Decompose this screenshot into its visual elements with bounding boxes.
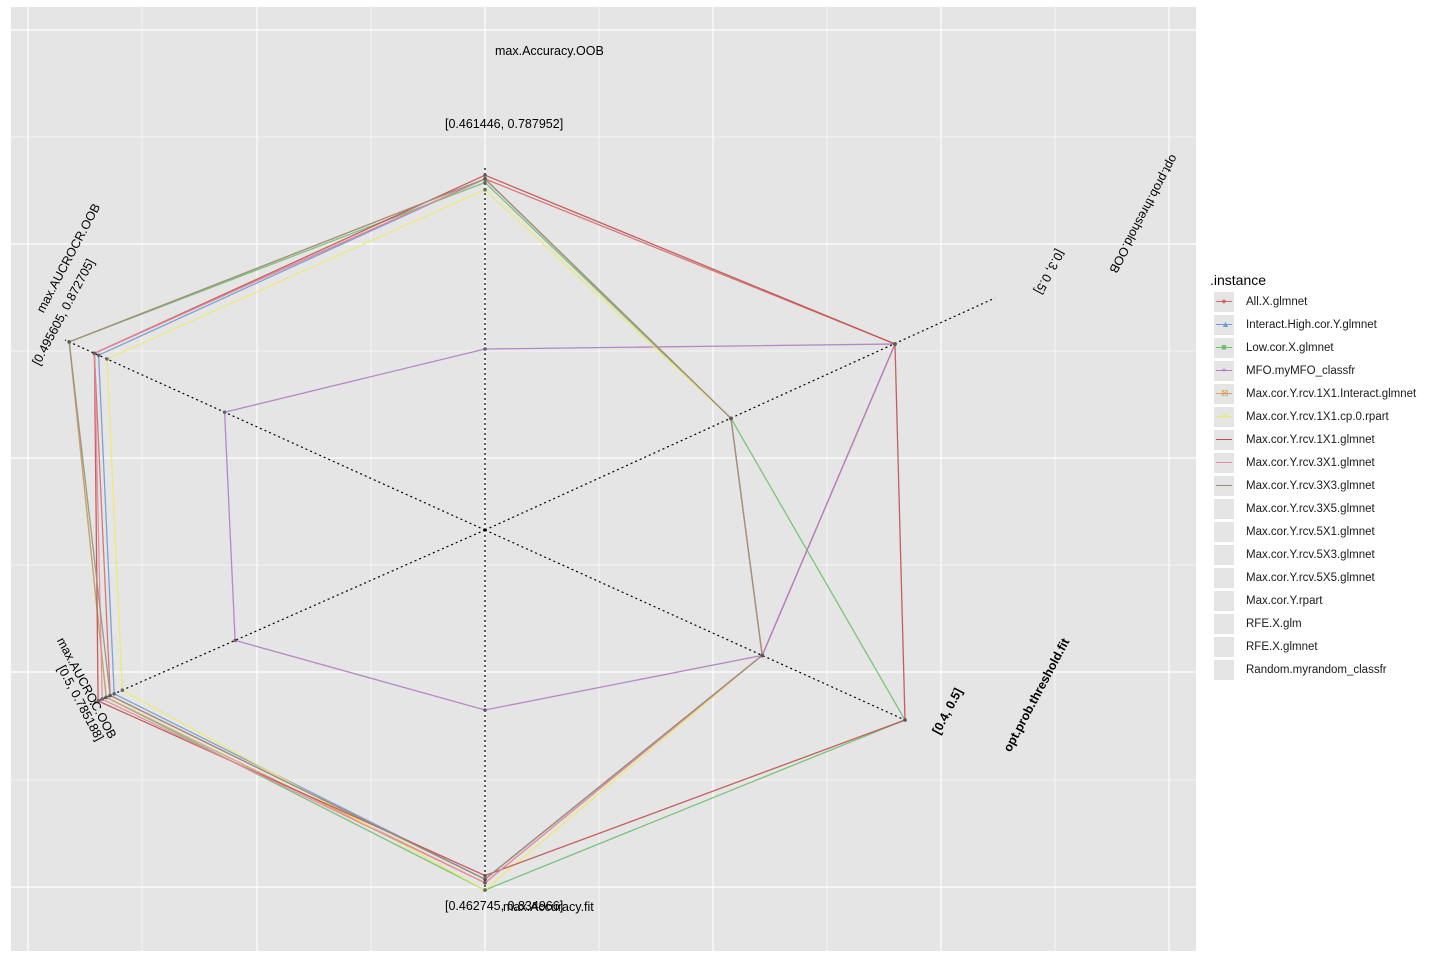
legend-key: + <box>1214 360 1234 381</box>
axis-line-3 <box>484 529 906 721</box>
series-point <box>222 410 227 415</box>
legend-label: Max.cor.Y.rcv.3X5.glmnet <box>1246 502 1375 515</box>
legend-label: Max.cor.Y.rcv.5X5.glmnet <box>1246 571 1375 584</box>
series-point <box>483 180 487 185</box>
legend-item: ⊠ Max.cor.Y.rcv.1X1.Interact.glmnet <box>1206 382 1436 405</box>
series-point <box>120 688 125 692</box>
legend-key <box>1214 452 1234 473</box>
series-point <box>483 873 487 878</box>
series-point <box>903 718 907 722</box>
grid-lines <box>11 7 1196 951</box>
legend-label: Max.cor.Y.rcv.3X1.glmnet <box>1246 456 1375 469</box>
legend-item: + MFO.myMFO_classfr <box>1206 359 1436 382</box>
legend-key <box>1214 590 1234 611</box>
legend-label: Max.cor.Y.rcv.1X1.glmnet <box>1246 433 1375 446</box>
legend-item: RFE.X.glm <box>1206 612 1436 635</box>
legend-label: MFO.myMFO_classfr <box>1246 364 1356 377</box>
series-point <box>96 699 100 703</box>
legend-key <box>1214 544 1234 565</box>
series-polygons <box>67 173 907 892</box>
series-point <box>108 693 112 698</box>
legend-item: ▲ Interact.High.cor.Y.glmnet <box>1206 313 1436 336</box>
legend-key <box>1214 475 1234 496</box>
series-point <box>729 416 733 421</box>
series-point <box>67 340 71 344</box>
series-point <box>112 692 116 696</box>
legend-label: Max.cor.Y.rcv.1X1.Interact.glmnet <box>1246 387 1417 400</box>
legend-key <box>1214 567 1234 588</box>
legend-key: ■ <box>1214 337 1234 358</box>
legend-item: Max.cor.Y.rpart <box>1206 589 1436 612</box>
legend-key: ⊠ <box>1214 383 1234 404</box>
radar-axes <box>64 168 996 890</box>
axis-line-5 <box>81 529 486 709</box>
legend-item: Max.cor.Y.rcv.5X5.glmnet <box>1206 566 1436 589</box>
legend-key <box>1214 498 1234 519</box>
legend-label: Max.cor.Y.rcv.5X3.glmnet <box>1246 548 1375 561</box>
series-point <box>483 173 487 177</box>
series-point <box>92 351 97 356</box>
legend-key <box>1214 659 1234 680</box>
series-point <box>760 653 764 658</box>
legend-item: Max.cor.Y.rcv.3X3.glmnet <box>1206 474 1436 497</box>
legend-key: ▲ <box>1214 314 1234 335</box>
legend-key: ✳ <box>1214 406 1234 427</box>
series-point <box>104 695 108 700</box>
legend-title: .instance <box>1210 272 1267 288</box>
legend-item: Max.cor.Y.rcv.3X1.glmnet <box>1206 451 1436 474</box>
legend-key: ● <box>1214 291 1234 312</box>
legend-item: Max.cor.Y.rcv.1X1.glmnet <box>1206 428 1436 451</box>
legend-label: Max.cor.Y.rpart <box>1246 594 1323 607</box>
legend-label: Max.cor.Y.rcv.1X1.cp.0.rpart <box>1246 410 1389 423</box>
legend-key <box>1214 636 1234 657</box>
legend-item: Max.cor.Y.rcv.5X3.glmnet <box>1206 543 1436 566</box>
series-point <box>483 888 487 892</box>
legend-key <box>1214 429 1234 450</box>
series-point <box>483 347 487 351</box>
legend: .instance ● All.X.glmnet ▲ Interact.High.co… <box>1206 270 1436 681</box>
legend-item: Max.cor.Y.rcv.3X5.glmnet <box>1206 497 1436 520</box>
legend-item: RFE.X.glmnet <box>1206 635 1436 658</box>
legend-label: Interact.High.cor.Y.glmnet <box>1246 318 1377 331</box>
series-point <box>233 638 237 643</box>
series-point <box>105 357 109 361</box>
series-point <box>893 342 897 346</box>
panel-background <box>11 7 1196 951</box>
axis-range-label: [0.461446, 0.787952] <box>445 117 563 131</box>
axis-name-label: max.Accuracy.fit <box>503 900 594 914</box>
series-point <box>483 177 487 181</box>
axis-line-2 <box>484 297 996 531</box>
legend-key <box>1214 521 1234 542</box>
legend-label: Low.cor.X.glmnet <box>1246 341 1334 354</box>
legend-items: ● All.X.glmnet ▲ Interact.High.cor.Y.glmnet… <box>1206 290 1436 681</box>
legend-label: Random.myrandom_classfr <box>1246 663 1387 676</box>
axis-range-label: [0.462745, 0.834966] <box>445 899 563 913</box>
axis-line-6 <box>64 339 486 531</box>
legend-label: Max.cor.Y.rcv.3X3.glmnet <box>1246 479 1375 492</box>
series-point <box>100 697 104 701</box>
series-point <box>483 877 487 881</box>
legend-key <box>1214 613 1234 634</box>
legend-item: Max.cor.Y.rcv.5X1.glmnet <box>1206 520 1436 543</box>
legend-item: ■ Low.cor.X.glmnet <box>1206 336 1436 359</box>
legend-label: Max.cor.Y.rcv.5X1.glmnet <box>1246 525 1375 538</box>
legend-item: ✳ Max.cor.Y.rcv.1X1.cp.0.rpart <box>1206 405 1436 428</box>
axis-name-label: max.Accuracy.OOB <box>495 44 604 58</box>
legend-label: RFE.X.glm <box>1246 617 1302 630</box>
series-point <box>483 881 487 885</box>
legend-label: RFE.X.glmnet <box>1246 640 1318 653</box>
legend-label: All.X.glmnet <box>1246 295 1308 308</box>
series-point <box>96 353 101 358</box>
legend-item: Random.myrandom_classfr <box>1206 658 1436 681</box>
legend-item: ● All.X.glmnet <box>1206 290 1436 313</box>
series-point <box>483 708 487 712</box>
series-point <box>483 187 487 192</box>
